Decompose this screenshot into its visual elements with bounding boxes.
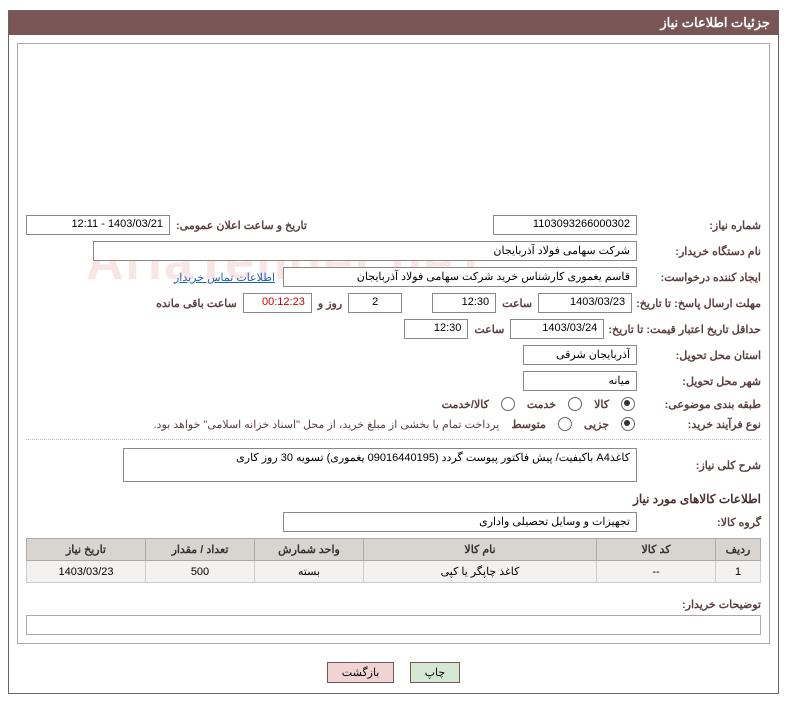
radio-ptype-1[interactable] bbox=[558, 417, 572, 431]
field-min-valid-date: 1403/03/24 bbox=[510, 319, 604, 339]
field-deadline-time: 12:30 bbox=[432, 293, 496, 313]
print-button[interactable]: چاپ bbox=[410, 662, 461, 683]
radio-cat-1-label: خدمت bbox=[521, 398, 562, 411]
radio-cat-0[interactable] bbox=[621, 397, 635, 411]
radio-cat-2[interactable] bbox=[501, 397, 515, 411]
panel-body: AriaTender.neT شماره نیاز: 1103093266000… bbox=[17, 43, 770, 644]
back-button[interactable]: بازگشت bbox=[327, 662, 395, 683]
radio-cat-1[interactable] bbox=[568, 397, 582, 411]
th-rn: ردیف bbox=[716, 539, 761, 561]
label-buyer-notes: توضیحات خریدار: bbox=[678, 599, 761, 611]
label-need-no: شماره نیاز: bbox=[637, 219, 761, 232]
td-code: -- bbox=[597, 561, 716, 583]
goods-table: ردیف کد کالا نام کالا واحد شمارش تعداد /… bbox=[26, 538, 761, 583]
contact-link[interactable]: اطلاعات تماس خریدار bbox=[174, 271, 283, 284]
th-unit: واحد شمارش bbox=[255, 539, 364, 561]
payment-note: پرداخت تمام یا بخشی از مبلغ خرید، از محل… bbox=[154, 418, 506, 431]
th-date: تاریخ نیاز bbox=[27, 539, 146, 561]
radio-ptype-1-label: متوسط bbox=[505, 418, 552, 431]
field-buyer-org: شرکت سهامی فولاد آذربایجان bbox=[93, 241, 637, 261]
radio-ptype-0-label: جزیی bbox=[578, 418, 615, 431]
td-rn: 1 bbox=[716, 561, 761, 583]
label-deadline: مهلت ارسال پاسخ: تا تاریخ: bbox=[632, 297, 761, 310]
radio-ptype-0[interactable] bbox=[621, 417, 635, 431]
label-hour-2: ساعت bbox=[468, 323, 510, 336]
field-announce: 1403/03/21 - 12:11 bbox=[26, 215, 170, 235]
field-requester: قاسم یغموری کارشناس خرید شرکت سهامی فولا… bbox=[283, 267, 637, 287]
label-announce: تاریخ و ساعت اعلان عمومی: bbox=[170, 219, 313, 232]
radio-cat-0-label: کالا bbox=[588, 398, 615, 411]
detail-panel: جزئیات اطلاعات نیاز AriaTender.neT شماره… bbox=[8, 10, 779, 694]
label-province: استان محل تحویل: bbox=[637, 349, 761, 362]
field-deadline-date: 1403/03/23 bbox=[538, 293, 632, 313]
label-min-valid: حداقل تاریخ اعتبار قیمت: تا تاریخ: bbox=[604, 323, 761, 336]
field-min-valid-time: 12:30 bbox=[404, 319, 468, 339]
label-hour-1: ساعت bbox=[496, 297, 538, 310]
label-purchase-type: نوع فرآیند خرید: bbox=[637, 418, 761, 431]
field-city: میانه bbox=[523, 371, 637, 391]
field-goods-group: تجهیزات و وسایل تحصیلی واداری bbox=[283, 512, 637, 532]
button-row: چاپ بازگشت bbox=[9, 652, 778, 693]
label-overall-desc: شرح کلی نیاز: bbox=[637, 459, 761, 472]
field-province: آذربایجان شرقی bbox=[523, 345, 637, 365]
section-goods-info: اطلاعات کالاهای مورد نیاز bbox=[26, 492, 761, 506]
radio-cat-2-label: کالا/خدمت bbox=[436, 398, 495, 411]
td-qty: 500 bbox=[146, 561, 255, 583]
table-row: 1 -- کاغذ چاپگر یا کپی بسته 500 1403/03/… bbox=[27, 561, 761, 583]
td-date: 1403/03/23 bbox=[27, 561, 146, 583]
label-category: طبقه بندی موضوعی: bbox=[637, 398, 761, 411]
th-qty: تعداد / مقدار bbox=[146, 539, 255, 561]
buyer-notes-box bbox=[26, 615, 761, 635]
label-buyer-org: نام دستگاه خریدار: bbox=[637, 245, 761, 258]
radio-group-ptype: جزیی متوسط bbox=[505, 417, 637, 431]
td-unit: بسته bbox=[255, 561, 364, 583]
th-name: نام کالا bbox=[364, 539, 597, 561]
td-name: کاغذ چاپگر یا کپی bbox=[364, 561, 597, 583]
field-overall-desc: کاغذA4 باکیفیت/ پیش فاکتور پیوست گردد (0… bbox=[123, 448, 637, 482]
label-days-and: روز و bbox=[312, 297, 348, 310]
field-need-no: 1103093266000302 bbox=[493, 215, 637, 235]
label-requester: ایجاد کننده درخواست: bbox=[637, 271, 761, 284]
label-goods-group: گروه کالا: bbox=[637, 516, 761, 529]
th-code: کد کالا bbox=[597, 539, 716, 561]
label-remain: ساعت باقی مانده bbox=[150, 297, 243, 310]
field-timer: 00:12:23 bbox=[243, 293, 312, 313]
panel-title: جزئیات اطلاعات نیاز bbox=[9, 11, 778, 35]
field-days: 2 bbox=[348, 293, 402, 313]
radio-group-category: کالا خدمت کالا/خدمت bbox=[436, 397, 637, 411]
label-city: شهر محل تحویل: bbox=[637, 375, 761, 388]
